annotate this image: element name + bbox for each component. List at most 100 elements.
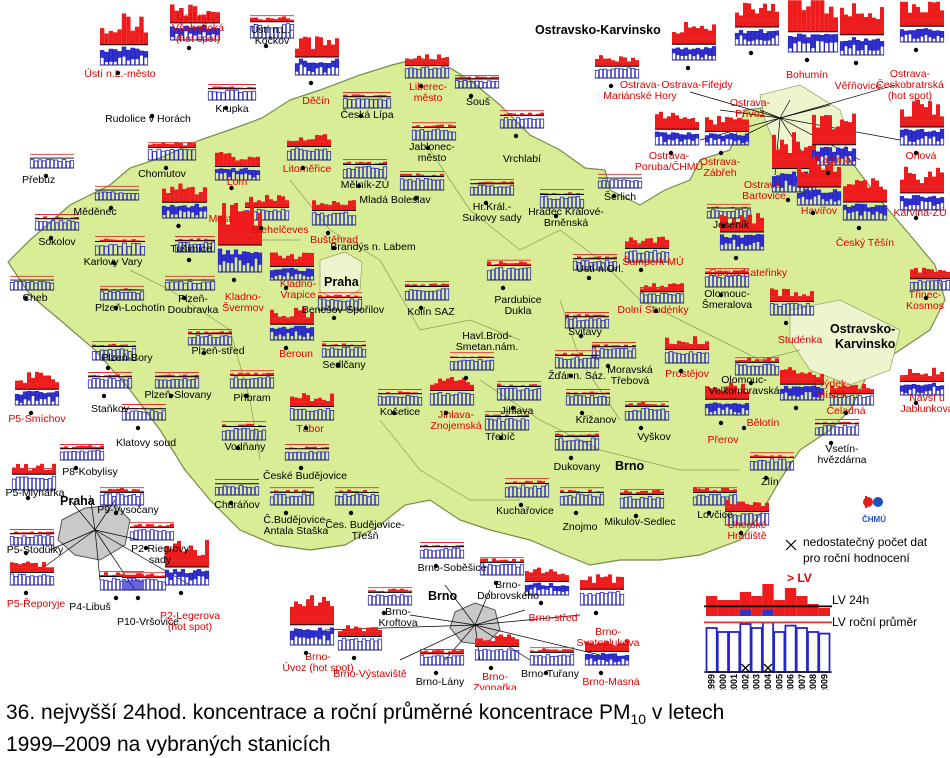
max-exceed-bar [641, 402, 645, 406]
station-dot-plzen-lochotin [114, 306, 118, 310]
max-exceed-bar [286, 18, 290, 21]
max-exceed-bar [424, 651, 428, 654]
annual-mean-bar [116, 579, 119, 590]
annual-mean-bar [440, 656, 443, 665]
annual-mean-bar [615, 68, 618, 78]
annual-mean-bar [243, 91, 247, 100]
annual-mean-bar [366, 641, 369, 650]
max-exceed-bar [557, 574, 561, 581]
max-exceed-bar [429, 59, 433, 65]
max-exceed-bar [940, 10, 944, 26]
station-label-tusimice: Tušimice [170, 243, 212, 255]
legend-annual-bar [797, 628, 807, 672]
annual-mean-bar [234, 90, 238, 100]
max-exceed-bar [314, 399, 318, 407]
max-exceed-bar [88, 445, 92, 448]
station-dot-brno-sobesice [434, 564, 438, 568]
max-exceed-bar [388, 589, 392, 592]
max-exceed-bar [499, 635, 503, 647]
max-exceed-bar [182, 189, 186, 202]
region-label-praha-inset: Praha [60, 494, 96, 508]
annual-mean-bar [630, 181, 633, 188]
max-exceed-bar [124, 489, 128, 492]
station-dot-benesov-sporilov [332, 316, 336, 320]
max-exceed-bar [152, 144, 156, 148]
max-exceed-bar [437, 54, 441, 65]
max-exceed-bar [529, 572, 533, 581]
max-exceed-bar [546, 649, 550, 652]
max-exceed-bar [203, 187, 207, 202]
station-dot-ceske-budejovice [299, 466, 303, 470]
max-exceed-bar [644, 491, 648, 495]
station-dot-hr-kral-sukovy [484, 201, 488, 205]
max-exceed-bar [916, 7, 920, 26]
max-exceed-bar [627, 62, 631, 66]
station-dot-ces-bud-tresn [349, 511, 353, 515]
station-label-sumperk: Šumperk MÚ [622, 255, 683, 268]
station-chart-ostrava-poruba [655, 112, 699, 145]
annual-mean-bar [22, 575, 25, 585]
max-exceed-bar [932, 177, 936, 193]
max-exceed-bar [400, 589, 404, 593]
max-exceed-bar [879, 187, 883, 202]
station-dot-pardubice [501, 286, 505, 290]
annual-mean-bar [96, 378, 99, 388]
max-exceed-bar [912, 174, 916, 193]
station-dot-svitavy [579, 334, 583, 338]
station-dot-kladno-svermov [232, 278, 236, 282]
station-dot-trinec [924, 296, 928, 300]
max-exceed-bar [828, 115, 832, 145]
annual-mean-bar [479, 81, 482, 88]
max-exceed-bar [676, 33, 680, 44]
max-exceed-bar [492, 558, 496, 562]
max-exceed-bar [675, 115, 679, 129]
max-exceed-bar [580, 580, 584, 589]
max-exceed-bar [282, 258, 286, 266]
max-exceed-bar [436, 650, 440, 654]
annual-mean-bar [604, 594, 607, 605]
station-label-cb-antala: Antala Staška [264, 525, 329, 537]
annual-mean-bar [372, 596, 375, 605]
annual-mean-bar [166, 532, 169, 540]
annual-mean-bar [92, 351, 95, 360]
max-exceed-bar [445, 57, 449, 65]
max-exceed-bar [852, 3, 856, 35]
max-exceed-bar [635, 60, 639, 66]
station-dot-cb-antala [284, 511, 288, 515]
max-exceed-bar [704, 29, 708, 44]
station-chart-krupka [208, 85, 256, 101]
max-exceed-bar [749, 505, 753, 512]
max-exceed-bar [920, 183, 924, 193]
max-exceed-bar [743, 3, 747, 27]
station-dot-orlova [914, 151, 918, 155]
max-exceed-bar [28, 470, 32, 474]
annual-mean-bar [611, 69, 614, 78]
max-exceed-bar [677, 341, 681, 350]
station-dot-cheb [24, 296, 28, 300]
annual-mean-bar [495, 81, 498, 88]
station-chart-brno-kroftova [368, 588, 412, 605]
station-dot-prerov [719, 421, 723, 425]
station-label-plzen-lochotin: Plzeň-Lochotín [95, 302, 165, 314]
annual-mean-bar [88, 451, 91, 460]
annual-mean-bar [483, 82, 486, 88]
station-label-znojmo: Znojmo [562, 521, 597, 533]
max-exceed-bar [741, 119, 745, 131]
annual-mean-bar [54, 160, 57, 168]
annual-mean-bar [456, 656, 459, 665]
station-dot-opava [734, 256, 738, 260]
max-exceed-bar [310, 595, 314, 625]
max-exceed-bar [712, 24, 716, 44]
max-exceed-bar [322, 400, 326, 407]
max-exceed-bar [40, 464, 44, 474]
legend-year-label: 2002 [740, 674, 750, 690]
max-exceed-bar [170, 144, 174, 147]
max-exceed-bar [863, 180, 867, 202]
station-label-p5-stodulky: P5-Stodůlky [7, 544, 64, 556]
station-label-p8-kobylisy: P8-Kobylisy [62, 466, 118, 478]
max-exceed-bar [697, 489, 701, 493]
station-label-stankov: Staňkov [91, 403, 130, 415]
station-dot-sous [469, 94, 473, 98]
max-exceed-bar [51, 379, 55, 389]
station-label-prostejov: Prostějov [665, 368, 710, 380]
